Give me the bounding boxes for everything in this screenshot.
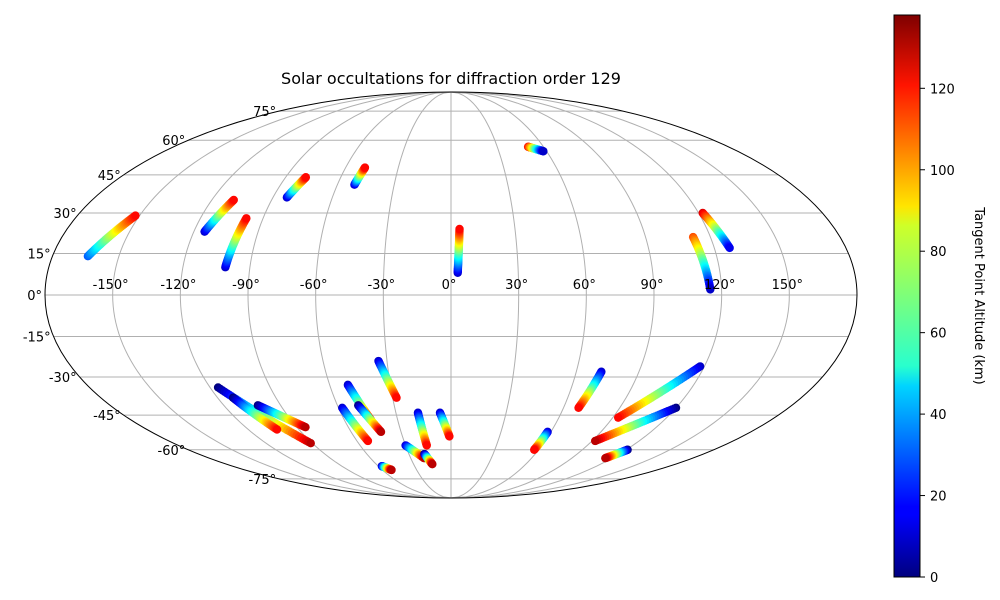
occultation-track [523, 142, 548, 156]
colorbar-tick-label: 80 [930, 245, 947, 260]
occultation-track [453, 224, 464, 277]
colorbar-tick-label: 120 [930, 82, 955, 97]
occultation-track [688, 232, 715, 294]
occultation-point [392, 393, 401, 402]
occultation-point [613, 413, 623, 422]
longitude-tick-label: 150° [772, 278, 803, 293]
longitude-tick-label: -60° [300, 278, 328, 293]
occultation-point [272, 425, 282, 434]
longitude-tick-label: 90° [640, 278, 663, 293]
latitude-tick-label: -30° [49, 371, 77, 386]
occultation-point [422, 441, 431, 450]
longitude-labels: -150° -120° -90° -60° -30° 0° 30° 60° 90° 120° 150… [93, 278, 803, 293]
occultation-track [228, 393, 282, 434]
latitude-tick-label: 0° [27, 289, 42, 304]
occultation-point [601, 453, 610, 463]
occultation-point [360, 163, 370, 172]
latitude-tick-label: -75° [248, 473, 276, 488]
occultation-point [131, 211, 140, 220]
occultation-point [428, 460, 437, 469]
occultation-point [445, 432, 454, 441]
chart-title: Solar occultations for diffraction order… [281, 69, 621, 88]
occultation-track [253, 401, 310, 432]
occultation-track [591, 403, 681, 446]
occultation-point [376, 427, 386, 437]
occultation-point [301, 173, 311, 182]
map-boundary [44, 91, 858, 499]
colorbar-tick-label: 100 [930, 164, 955, 179]
occultation-track [401, 441, 429, 463]
occultation-point [530, 445, 539, 454]
occultation-track [530, 427, 552, 454]
latitude-tick-label: 45° [98, 169, 121, 184]
occultation-point [306, 439, 315, 448]
longitude-tick-label: 120° [704, 278, 735, 293]
occultation-point [574, 403, 583, 412]
latitude-tick-label: -15° [23, 331, 51, 346]
occultation-track [221, 214, 251, 272]
colorbar-tick-label: 40 [930, 408, 947, 423]
occultation-track [574, 367, 606, 412]
longitude-tick-label: -30° [367, 278, 395, 293]
longitude-tick-label: -90° [232, 278, 260, 293]
occultation-track [601, 445, 632, 463]
occultation-point [301, 422, 310, 432]
occultation-point [455, 224, 464, 234]
occultation-track [354, 401, 386, 437]
latitude-tick-label: 75° [253, 105, 276, 120]
occultation-track [413, 408, 431, 450]
graticule [45, 92, 857, 498]
occultation-track [338, 403, 373, 446]
occultation-point [363, 436, 373, 446]
colorbar-tick-label: 60 [930, 327, 947, 342]
longitude-tick-label: -120° [160, 278, 196, 293]
occultation-track [282, 173, 311, 202]
colorbar-ticks: 0 20 40 60 80 100 120 [920, 82, 955, 586]
occultation-point [591, 436, 600, 446]
colorbar-gradient [893, 14, 921, 578]
latitude-tick-label: -60° [158, 444, 186, 459]
occultation-track [83, 211, 140, 261]
occultation-point [706, 285, 715, 294]
occultation-track [698, 208, 734, 253]
colorbar-label: Tangent Point Altitude (km) [971, 206, 986, 384]
occultation-point [387, 465, 396, 475]
occultation-track [350, 163, 370, 189]
occultation-point [242, 214, 251, 223]
occultation-point [229, 195, 238, 205]
occultation-point [725, 243, 734, 253]
occultation-track [420, 449, 437, 469]
longitude-tick-label: 30° [505, 278, 528, 293]
longitude-tick-label: 0° [442, 278, 457, 293]
occultation-track [200, 195, 238, 236]
occultation-track [374, 356, 401, 402]
colorbar-tick-label: 20 [930, 490, 947, 505]
latitude-tick-label: 60° [162, 134, 185, 149]
map-area: -150° -120° -90° -60° -30° 0° 30° 60° 90° 120° 150… [23, 91, 858, 499]
occultation-tracks [83, 142, 734, 475]
occultation-track [377, 461, 396, 475]
latitude-tick-label: -45° [93, 409, 121, 424]
occultation-track [435, 408, 454, 441]
colorbar: 0 20 40 60 80 100 120 Tangent Point Altitude (… [893, 14, 986, 586]
latitude-tick-label: 15° [28, 247, 51, 262]
longitude-tick-label: -150° [93, 278, 129, 293]
occultation-point [539, 147, 548, 156]
colorbar-tick-label: 0 [930, 571, 938, 586]
longitude-tick-label: 60° [573, 278, 596, 293]
latitude-labels: 75° 60° 45° 30° 15° 0° -15° -30° -45° -60° -75° [23, 105, 276, 488]
occultation-track [613, 362, 705, 422]
latitude-tick-label: 30° [54, 207, 77, 222]
